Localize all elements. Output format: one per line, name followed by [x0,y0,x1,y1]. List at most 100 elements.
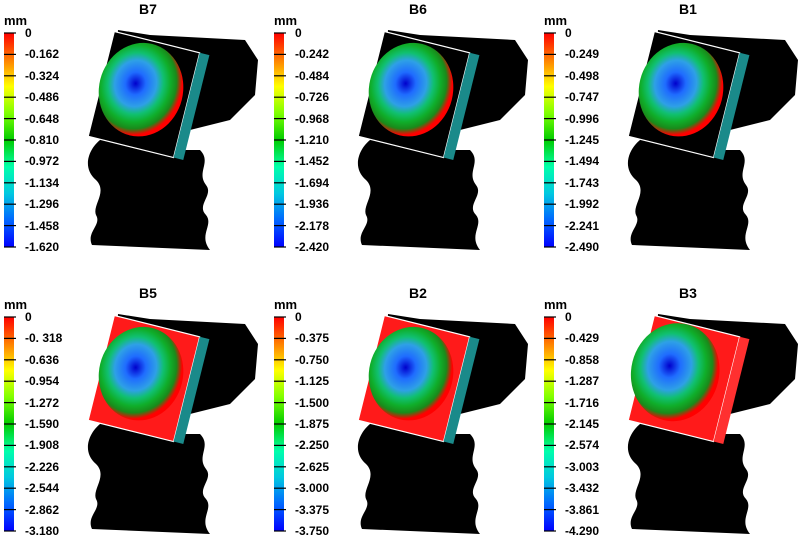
scale-tick-label: -0.486 [25,90,60,105]
scale-tick-label: -1.210 [295,133,330,147]
scale-tick-label: -1.936 [295,197,330,212]
panel-title: B2 [409,285,427,301]
scale-unit: mm [274,297,298,312]
scale-unit: mm [4,13,28,28]
scale-unit: mm [4,297,28,312]
scale-tick-label: -1.296 [25,197,60,212]
panel-graphics [4,314,258,534]
scale-tick-label: -1.287 [565,374,600,389]
scale-tick-label: -0.484 [295,68,330,83]
scale-tick-label: -0.858 [565,352,600,367]
scale-tick-label: -0.636 [25,352,60,367]
scale-unit: mm [544,297,568,312]
scale-tick-label: -0.162 [25,47,60,62]
scale-tick-label: -3.375 [295,502,330,517]
block-side-stiffener [173,52,210,160]
block-side-stiffener [443,336,480,444]
scale-tick-label: -2.250 [295,438,330,453]
scale-tick-label: -1.992 [565,197,600,212]
scale-tick-label: -2.574 [565,438,600,453]
scale-tick-label: -1.694 [295,175,330,190]
panel-graphics [4,30,258,250]
scale-tick-label: -3.000 [295,481,330,496]
scale-tick-label: 0 [295,310,302,324]
scale-tick-label: -3.861 [565,502,600,517]
panel-title: B5 [139,285,157,301]
panel-graphics [274,314,528,534]
scale-tick-label: -1.590 [25,417,60,431]
scale-tick-label: -0.996 [565,111,600,126]
scale-tick-label: -2.145 [565,417,600,431]
scale-tick-label: -0.954 [25,374,60,389]
scale-tick-label: -2.178 [295,218,330,233]
scale-tick-label: -3.180 [25,524,60,538]
displacement-contour [98,42,184,137]
scale-tick-label: -1.272 [25,395,60,410]
scale-tick-label: -0.249 [565,47,600,62]
displacement-contour [368,42,454,137]
panel-graphics [274,30,528,250]
scale-tick-label: 0 [25,310,32,324]
loaded-block [87,314,210,444]
scale-tick-label: -1.743 [565,175,600,190]
scale-tick-label: -2.544 [25,481,60,496]
scale-unit: mm [274,13,298,28]
block-side-stiffener [173,336,210,444]
displacement-contour [368,326,454,421]
block-side-stiffener [713,52,750,160]
scale-tick-label: -2.420 [295,240,330,254]
scale-tick-label: -2.625 [295,459,330,474]
scale-tick-label: -0.972 [25,154,60,169]
scale-tick-label: -1.908 [25,438,60,453]
panel-title: B6 [409,1,427,17]
scale-tick-label: -2.226 [25,459,60,474]
scale-tick-label: -0.968 [295,111,330,126]
scale-tick-label: -1.875 [295,417,330,431]
panel-title: B3 [679,285,697,301]
displacement-contour [98,326,184,421]
loaded-block [357,30,480,160]
block-side-stiffener [443,52,480,160]
loaded-block [627,30,750,160]
panel-title: B1 [679,1,697,17]
scale-tick-label: -2.862 [25,502,60,517]
scale-tick-label: -3.432 [565,481,600,496]
panel-graphics [544,314,798,534]
panel-graphics [544,30,798,250]
scale-tick-label: -0.747 [565,90,600,105]
scale-tick-label: -0.429 [565,331,600,346]
scale-tick-label: 0 [295,26,302,40]
scale-tick-label: -1.494 [565,154,600,169]
scale-tick-label: -0.726 [295,90,330,105]
scale-tick-label: -3.750 [295,524,330,538]
loaded-block [627,314,750,444]
scale-tick-label: -2.490 [565,240,600,254]
scale-tick-label: -3.003 [565,459,600,474]
displacement-contour [630,323,720,422]
scale-tick-label: -0.810 [25,133,60,147]
scale-tick-label: -2.241 [565,218,600,233]
scale-tick-label: 0 [565,310,572,324]
scale-tick-label: 0 [565,26,572,40]
scale-tick-label: 0 [25,26,32,40]
scale-tick-label: -0.648 [25,111,60,126]
scale-tick-label: -0.750 [295,352,330,367]
scale-tick-label: -1.452 [295,154,330,169]
scale-tick-label: -1.620 [25,240,60,254]
panel-title: B7 [139,1,157,17]
scale-tick-label: -1.458 [25,218,60,233]
scale-tick-label: -4.290 [565,524,600,538]
scale-tick-label: -0. 318 [25,331,63,346]
scale-tick-label: -1.500 [295,395,330,410]
block-side-stiffener [713,336,750,444]
scale-unit: mm [544,13,568,28]
scale-tick-label: -1.716 [565,395,600,410]
scale-tick-label: -0.375 [295,331,330,346]
scale-tick-label: -1.134 [25,175,60,190]
scale-tick-label: -0.242 [295,47,330,62]
loaded-block [87,30,210,160]
scale-tick-label: -0.324 [25,68,60,83]
loaded-block [357,314,480,444]
scale-tick-label: -0.498 [565,68,600,83]
